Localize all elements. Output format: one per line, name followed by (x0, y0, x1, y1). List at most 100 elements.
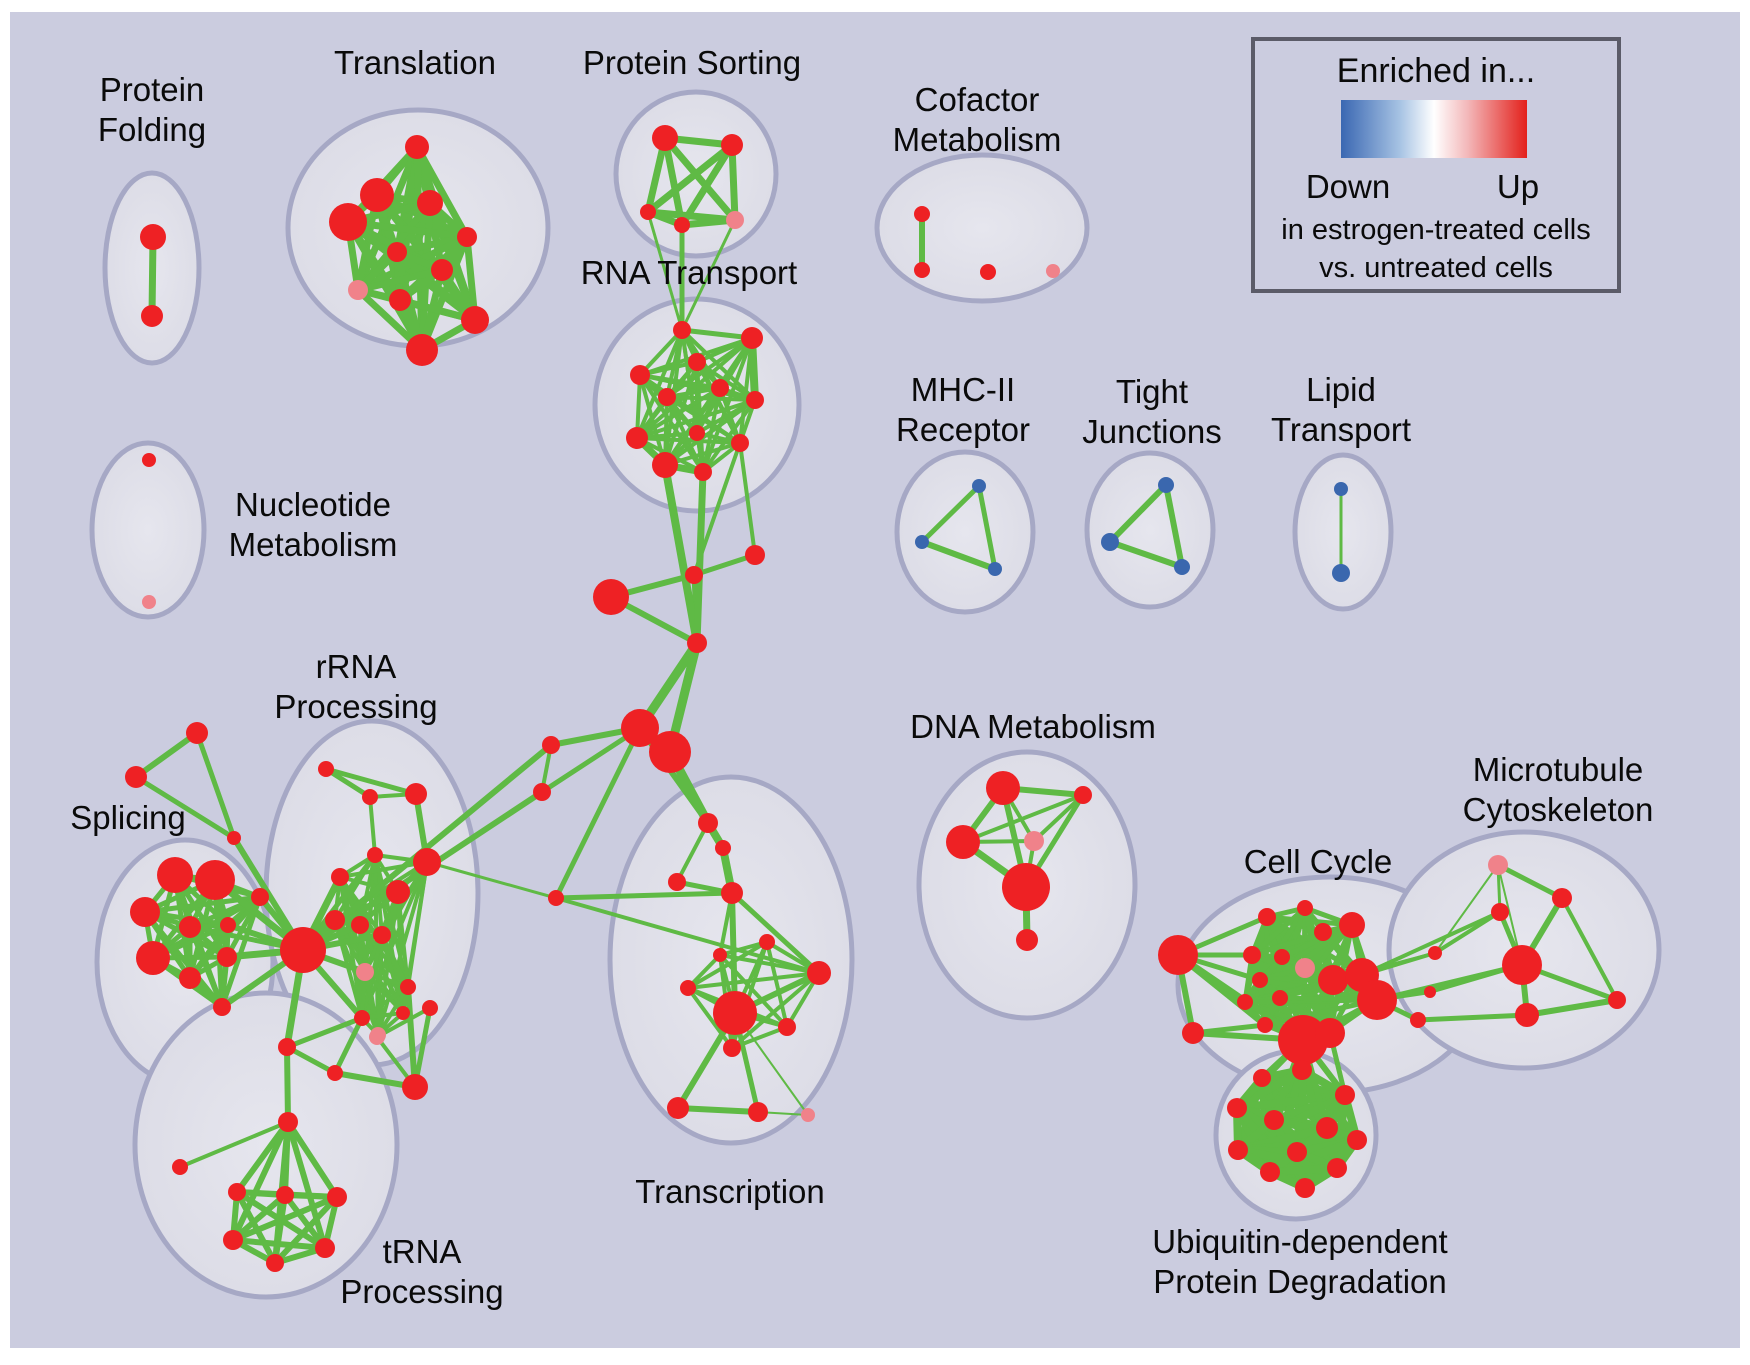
edge (729, 890, 822, 976)
node-ubiquitin-10 (1327, 1158, 1347, 1178)
node-connectors-5 (533, 783, 551, 801)
node-splicing-7 (179, 967, 201, 989)
cluster-label-rrna: rRNA (316, 648, 397, 685)
node-cell_cycle-7 (1274, 949, 1290, 965)
node-splicing-4 (136, 941, 170, 975)
node-tight-1 (1101, 533, 1119, 551)
edge (675, 1105, 761, 1115)
edge (1374, 962, 1525, 1003)
node-nucleotide-1 (142, 595, 156, 609)
cluster-label-trna: tRNA (383, 1233, 462, 1270)
node-microtubule-0 (1488, 855, 1508, 875)
cluster-label-microtubule: Microtubule (1473, 751, 1644, 788)
edge (284, 1044, 291, 1125)
node-translation-3 (329, 203, 367, 241)
edge (338, 860, 429, 879)
node-cell_cycle-2 (1258, 908, 1276, 926)
cluster-label-lipid: Lipid (1306, 371, 1376, 408)
node-connectors-6 (621, 709, 659, 747)
node-trna-6 (315, 1238, 335, 1258)
node-dna-1 (1074, 786, 1092, 804)
cluster-label-splicing: Splicing (70, 799, 186, 836)
node-trna-1 (172, 1159, 188, 1175)
node-microtubule-3 (1502, 945, 1542, 985)
node-transcription-13 (801, 1108, 815, 1122)
node-trna-7 (266, 1254, 284, 1272)
node-lipid-0 (1334, 482, 1348, 496)
edge (284, 1044, 338, 1076)
node-dna-0 (986, 771, 1020, 805)
edge (282, 1192, 328, 1251)
edge (539, 725, 643, 795)
node-rrna-11 (356, 963, 374, 981)
node-connectors-10 (227, 831, 241, 845)
cluster-ellipse-lipid (1292, 452, 1394, 612)
node-cell_cycle-17 (1357, 980, 1397, 1020)
legend: Enriched in... Down Up in estrogen-treat… (1251, 37, 1621, 293)
edge (553, 890, 735, 901)
edge (701, 398, 757, 474)
node-dna-2 (946, 825, 980, 859)
node-rrna-13 (354, 1010, 370, 1026)
node-trna-3 (276, 1186, 294, 1204)
cluster-label-mhc: MHC-II (911, 371, 1015, 408)
edge (150, 894, 263, 961)
legend-up-label: Up (1497, 168, 1539, 205)
node-trna-10 (369, 1029, 385, 1045)
node-lipid-1 (1332, 564, 1350, 582)
cluster-label-protein_folding: Protein (100, 71, 205, 108)
edge (635, 398, 757, 440)
node-protein_folding-0 (140, 224, 166, 250)
edge (323, 766, 373, 800)
node-microtubule-1 (1552, 888, 1572, 908)
node-transcription-0 (698, 813, 718, 833)
edge (1415, 1012, 1530, 1023)
node-transcription-12 (748, 1102, 768, 1122)
node-rna_transport-8 (689, 425, 705, 441)
edge (679, 327, 755, 341)
cluster-label-trna: Processing (340, 1273, 503, 1310)
edge (663, 398, 757, 467)
cluster-label-cell_cycle: Cell Cycle (1244, 843, 1393, 880)
cluster-label-nucleotide: Nucleotide (235, 486, 391, 523)
nodes-layer (125, 125, 1626, 1272)
cluster-label-mhc: Receptor (896, 411, 1030, 448)
edge (695, 360, 757, 402)
node-cofactor-0 (914, 206, 930, 222)
cluster-label-cofactor: Cofactor (915, 81, 1040, 118)
node-transcription-3 (721, 882, 743, 904)
node-trna-9 (402, 1074, 428, 1100)
node-dna-5 (1016, 929, 1038, 951)
node-rrna-8 (325, 910, 345, 930)
node-splicing-1 (195, 860, 235, 900)
cluster-ellipse-mhc (894, 449, 1036, 615)
node-rrna-7 (386, 880, 410, 904)
edge (376, 985, 410, 1037)
node-transcription-11 (667, 1097, 689, 1119)
node-rna_transport-10 (652, 452, 678, 478)
cluster-label-nucleotide: Metabolism (229, 526, 398, 563)
edge (332, 1015, 365, 1076)
node-cell_cycle-3 (1297, 900, 1313, 916)
node-microtubule-6 (1428, 946, 1442, 960)
node-rrna-9 (351, 916, 369, 934)
node-splicing-0 (157, 857, 193, 893)
node-ubiquitin-4 (1264, 1110, 1284, 1130)
cluster-label-protein_folding: Folding (98, 111, 206, 148)
edge (285, 1119, 328, 1251)
node-connectors-1 (685, 566, 703, 584)
node-transcription-1 (715, 840, 731, 856)
node-rna_transport-4 (711, 379, 729, 397)
edge (663, 441, 742, 467)
edge (148, 233, 157, 320)
node-splicing-9 (251, 888, 269, 906)
node-mhc-2 (988, 562, 1002, 576)
node-connectors-2 (745, 545, 765, 565)
cluster-label-cofactor: Metabolism (893, 121, 1062, 158)
cluster-label-rrna: Processing (274, 688, 437, 725)
node-translation-0 (405, 135, 429, 159)
node-splicing-8 (213, 998, 231, 1016)
node-tight-2 (1174, 559, 1190, 575)
edge (1032, 793, 1085, 843)
node-cell_cycle-14 (1257, 1017, 1273, 1033)
